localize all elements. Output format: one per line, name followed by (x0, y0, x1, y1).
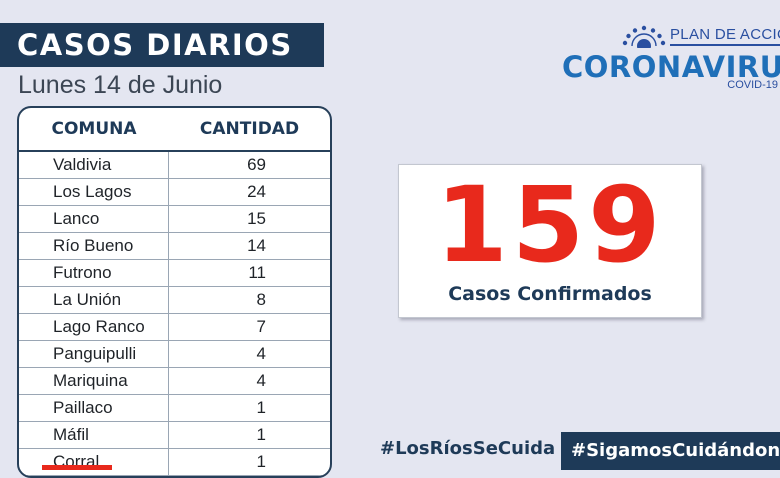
cantidad-cell: 69 (247, 155, 266, 174)
comuna-cell: Máfil (19, 422, 169, 448)
page-title: CASOS DIARIOS (0, 23, 324, 67)
comuna-cell: Lago Ranco (19, 314, 169, 340)
table-row: La Unión 8 (19, 287, 330, 314)
cantidad-cell: 1 (256, 425, 266, 444)
table-row: Los Lagos 24 (19, 179, 330, 206)
hashtag-sigamos: #SigamosCuidándonos (561, 432, 780, 470)
table-row: Valdivia 69 (19, 152, 330, 179)
table-row: Máfil 1 (19, 422, 330, 449)
coronavirus-logo: PLAN DE ACCIÓN CORONAVIRUS COVID-19 (562, 22, 780, 92)
table-row: Panguipulli 4 (19, 341, 330, 368)
table-row: Corral 1 (19, 449, 330, 476)
hashtag-los-rios: #LosRíosSeCuida (380, 438, 556, 459)
table-row: Paillaco 1 (19, 395, 330, 422)
logo-covid-text: COVID-19 (727, 79, 778, 91)
cantidad-cell: 1 (256, 398, 266, 417)
date-subtitle: Lunes 14 de Junio (18, 71, 223, 99)
logo-divider (670, 44, 780, 46)
comuna-cell: Paillaco (19, 395, 169, 421)
comuna-cell: Río Bueno (19, 233, 169, 259)
cases-table: COMUNA CANTIDAD Valdivia 69 Los Lagos 24… (17, 106, 332, 478)
cantidad-cell: 11 (248, 263, 266, 282)
column-header-comuna: COMUNA (51, 119, 137, 139)
cantidad-cell: 4 (256, 344, 266, 363)
cantidad-cell: 1 (256, 452, 266, 471)
total-cases-number: 159 (435, 164, 665, 286)
logo-coronavirus-text: CORONAVIRUS (562, 50, 780, 84)
comuna-cell: Mariquina (19, 368, 169, 394)
total-cases-label: Casos Confirmados (448, 283, 652, 305)
comuna-cell: Corral (19, 449, 169, 475)
table-row: Lanco 15 (19, 206, 330, 233)
red-accent-bar (42, 465, 112, 470)
table-row: Lago Ranco 7 (19, 314, 330, 341)
comuna-cell: La Unión (19, 287, 169, 313)
comuna-cell: Los Lagos (19, 179, 169, 205)
comuna-cell: Valdivia (19, 152, 169, 178)
column-header-cantidad: CANTIDAD (199, 119, 300, 139)
comuna-cell: Panguipulli (19, 341, 169, 367)
sun-emblem-icon (622, 25, 666, 48)
cantidad-cell: 4 (256, 371, 266, 390)
cantidad-cell: 15 (247, 209, 266, 228)
cantidad-cell: 7 (256, 317, 266, 336)
cantidad-cell: 24 (247, 182, 266, 201)
cantidad-cell: 8 (256, 290, 266, 309)
table-row: Mariquina 4 (19, 368, 330, 395)
logo-plan-text: PLAN DE ACCIÓN (670, 26, 780, 43)
total-cases-card: 159 Casos Confirmados (398, 164, 702, 318)
comuna-cell: Lanco (19, 206, 169, 232)
table-row: Futrono 11 (19, 260, 330, 287)
cantidad-cell: 14 (247, 236, 266, 255)
table-header: COMUNA CANTIDAD (19, 108, 330, 152)
table-row: Río Bueno 14 (19, 233, 330, 260)
comuna-cell: Futrono (19, 260, 169, 286)
